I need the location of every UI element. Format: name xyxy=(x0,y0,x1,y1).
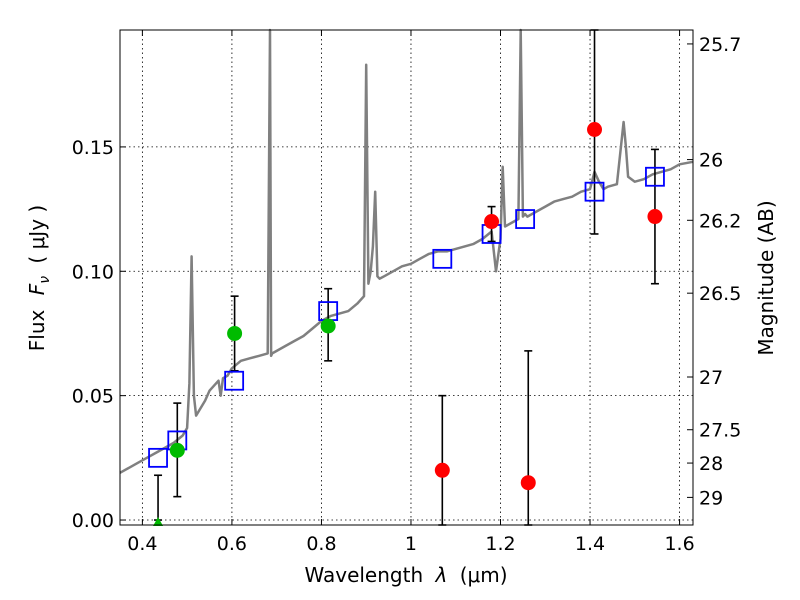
x-tick-label: 0.8 xyxy=(306,533,336,555)
y-axis-label: Flux Fν ( μJy ) xyxy=(25,205,54,351)
right-tick-label: 26.5 xyxy=(699,283,741,305)
right-tick-label: 26.2 xyxy=(699,210,741,232)
x-tick-label: 1.4 xyxy=(575,533,605,555)
x-tick-label: 1 xyxy=(405,533,417,555)
model-square-marker xyxy=(148,447,168,468)
photometry-point xyxy=(320,318,336,334)
axis-ticks: 0.4 0.6 0.8 1 1.2 1.4 1.6 0.00 0.05 0.10 0.15 25.7 2… xyxy=(72,30,741,555)
y-tick-label: 0.00 xyxy=(72,510,114,532)
photometry-point xyxy=(227,325,243,341)
right-axis-label: Magnitude (AB) xyxy=(754,200,778,355)
y-tick-label: 0.05 xyxy=(72,386,114,408)
right-tick-label: 26 xyxy=(699,150,723,172)
photometry-point xyxy=(520,475,536,491)
x-tick-label: 1.2 xyxy=(485,533,515,555)
plot-frame xyxy=(119,29,694,526)
model-spectrum xyxy=(119,28,694,474)
photometry-point xyxy=(484,214,500,230)
limit-triangle-marker xyxy=(153,517,164,526)
model-square-marker xyxy=(224,370,245,391)
model-square-marker xyxy=(584,181,605,202)
right-tick-label: 25.7 xyxy=(699,34,741,56)
right-tick-label: 29 xyxy=(699,487,723,509)
right-tick-label: 27 xyxy=(699,367,723,389)
photometry-point xyxy=(587,121,603,137)
grid xyxy=(120,30,693,525)
y-tick-label: 0.15 xyxy=(72,137,114,159)
model-square-marker xyxy=(645,166,665,187)
x-axis-label: Wavelength λ (μm) xyxy=(304,563,507,587)
photometry-point xyxy=(434,462,450,478)
data-markers xyxy=(148,121,665,526)
x-tick-label: 1.6 xyxy=(664,533,694,555)
spectrum-line xyxy=(119,28,694,474)
photometry-point xyxy=(169,442,185,458)
x-tick-label: 0.4 xyxy=(127,533,157,555)
model-square-marker xyxy=(432,248,453,269)
x-tick-label: 0.6 xyxy=(217,533,247,555)
error-bars xyxy=(154,29,659,526)
photometry-point xyxy=(647,209,663,225)
right-tick-label: 28 xyxy=(699,453,723,475)
y-tick-label: 0.10 xyxy=(72,261,114,283)
model-square-marker xyxy=(515,209,536,229)
right-tick-label: 27.5 xyxy=(699,420,741,442)
